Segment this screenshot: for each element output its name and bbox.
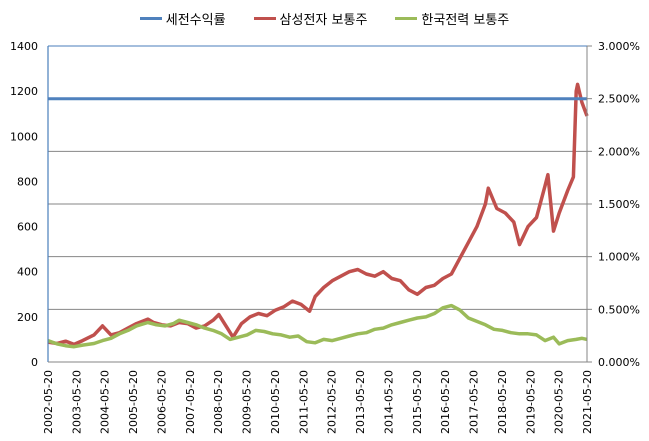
legend-swatch-red [253,16,276,20]
right-axis-label: 0.000% [598,356,640,369]
x-axis-label: 2006-05-20 [155,370,168,434]
right-axis-label: 2.500% [598,93,640,106]
left-axis-label: 800 [17,175,38,188]
legend-item-kepco: 한국전력 보통주 [395,9,509,28]
x-axis-label: 2015-05-20 [411,370,424,434]
x-axis-label: 2020-05-20 [553,370,566,434]
series-line [47,303,588,349]
gridlines [48,45,592,363]
left-axis-ticks: 0 200 400 600 800 1000 1200 1400 [10,40,38,369]
legend-label: 삼성전자 보통주 [279,12,368,28]
right-axis-label: 2.000% [598,145,640,158]
left-axis-label: 1200 [10,85,38,98]
x-axis-label: 2007-05-20 [184,370,197,434]
legend-item-samsung: 삼성전자 보통주 [253,9,368,28]
x-axis-label: 2019-05-20 [524,370,537,434]
right-axis-label: 3.000% [598,40,640,53]
left-axis-label: 0 [31,356,38,369]
x-axis-label: 2008-05-20 [212,370,225,434]
x-axis-label: 2010-05-20 [269,370,282,434]
left-axis-label: 600 [17,221,38,234]
left-axis-label: 1000 [10,130,38,143]
left-axis-label: 200 [17,311,38,324]
legend-swatch-blue [139,16,162,20]
legend-label: 한국전력 보통주 [421,12,510,28]
x-axis-label: 2005-05-20 [127,370,140,434]
x-axis-label: 2017-05-20 [468,370,481,434]
x-axis-label: 2002-05-20 [42,370,55,434]
x-axis-label: 2021-05-20 [581,370,594,434]
x-axis-label: 2009-05-20 [241,370,254,434]
x-axis-label: 2014-05-20 [382,370,395,434]
legend-label: 세전수익률 [165,12,226,28]
right-axis-label: 0.500% [598,303,640,316]
data-series [47,82,589,349]
right-axis-label: 1.500% [598,198,640,211]
x-axis-label: 2013-05-20 [354,370,367,434]
left-axis-label: 1400 [10,40,38,53]
x-axis-label: 2012-05-20 [326,370,339,434]
legend-swatch-green [395,16,418,20]
axes [47,45,588,363]
x-axis-label: 2018-05-20 [496,370,509,434]
right-axis-ticks: 0.000% 0.500% 1.000% 1.500% 2.000% 2.500% 3.00… [598,40,640,369]
series-line [47,82,589,347]
x-axis-ticks: 2002-05-20 2003-05-20 2004-05-20 2005-05-20… [42,370,594,434]
chart-legend: 세전수익률 삼성전자 보통주 한국전력 보통주 [0,6,649,30]
x-axis-label: 2003-05-20 [70,370,83,434]
x-axis-label: 2011-05-20 [297,370,310,434]
legend-item-pretax-yield: 세전수익률 [139,9,226,28]
left-axis-label: 400 [17,266,38,279]
x-axis-label: 2004-05-20 [99,370,112,434]
right-axis-label: 1.000% [598,251,640,264]
x-axis-label: 2016-05-20 [439,370,452,434]
